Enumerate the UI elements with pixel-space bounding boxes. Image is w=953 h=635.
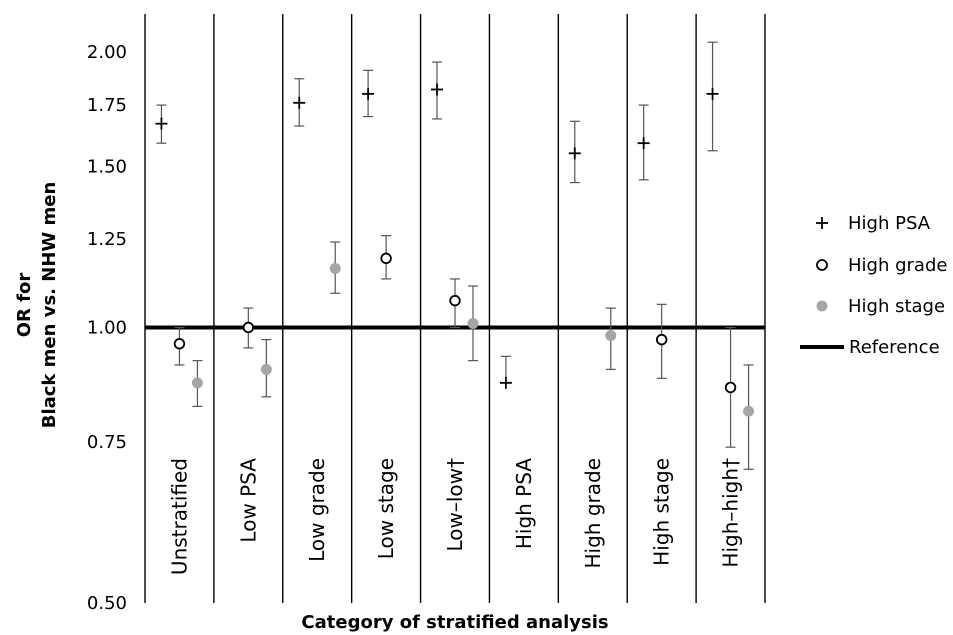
filled-circle-marker [191,377,203,389]
x-axis-title: Category of stratified analysis [301,612,608,633]
point-high-grade-low-low [449,278,461,329]
y-tick-label: 2.00 [87,42,127,63]
legend-label: Reference [849,337,940,358]
point-high-stage-high-grade [605,307,617,370]
point-high-stage-unstratified [191,360,203,407]
y-axis: 0.50 0.75 1.00 1.25 1.50 1.75 2.00 [87,42,127,614]
category-labels: Unstratified Low PSA Low grade Low stage Low… [167,458,742,575]
open-circle-marker [380,252,392,265]
point-high-stage-low-grade [329,241,341,294]
filled-circle-marker [467,318,479,330]
filled-circle-marker [260,363,272,375]
category-label-high-high: High–high† [719,458,743,568]
y-axis-title-line: Black men vs. NHW men [39,182,60,429]
point-high-grade-unstratified [173,326,186,366]
legend-label: High grade [848,255,947,276]
filled-circle-marker [743,405,755,417]
legend-item-reference: Reference [800,337,940,358]
filled-circle-marker [605,330,617,342]
legend: High PSA High grade High stage Reference [800,213,947,358]
legend-item-high-grade: High grade [816,255,947,276]
point-high-psa-unstratified [155,104,168,144]
category-label-low-low: Low–low† [443,458,467,552]
y-axis-title-line: OR for [14,273,35,338]
category-label-high-stage: High stage [650,458,674,566]
open-circle-marker [655,333,668,346]
y-tick-label: 1.50 [87,156,127,177]
point-high-psa-high-stage [637,104,650,181]
legend-label: High stage [848,296,945,317]
y-tick-label: 1.25 [87,229,127,250]
plot-frame [144,14,766,603]
legend-open-circle-icon [816,259,828,271]
point-high-psa-high-high [706,41,719,152]
point-high-psa-high-psa [499,355,512,389]
point-high-stage-high-high [743,364,755,470]
y-tick-label: 1.00 [87,318,127,339]
point-high-grade-high-stage [655,303,668,379]
legend-item-high-stage: High stage [816,296,945,317]
open-circle-marker [724,381,737,394]
axis-titles: Category of stratified analysis OR for Bla… [14,182,609,633]
legend-filled-circle-icon [816,300,828,312]
point-high-stage-low-low [467,285,479,362]
category-label-low-psa: Low PSA [236,458,260,543]
y-tick-label: 1.75 [87,95,127,116]
point-high-psa-high-grade [568,120,581,184]
open-circle-marker [242,321,255,334]
category-label-low-grade: Low grade [305,458,329,562]
category-label-unstratified: Unstratified [167,458,191,575]
category-label-low-stage: Low stage [374,458,398,559]
y-tick-label: 0.50 [87,593,127,614]
point-high-psa-low-grade [293,78,306,127]
point-high-grade-high-high [724,326,737,448]
category-label-high-grade: High grade [581,458,605,569]
open-circle-marker [449,294,461,307]
data-marks [155,41,755,470]
category-label-high-psa: High PSA [512,458,536,549]
filled-circle-marker [329,263,341,275]
point-high-grade-low-stage [380,235,392,280]
point-high-grade-low-psa [242,307,255,349]
open-circle-marker [173,338,186,350]
y-tick-label: 0.75 [87,432,127,453]
legend-item-high-psa: High PSA [816,213,931,234]
point-high-psa-low-low [431,61,443,120]
point-high-stage-low-psa [260,339,272,398]
legend-label: High PSA [848,213,931,234]
point-high-psa-low-stage [362,69,375,118]
